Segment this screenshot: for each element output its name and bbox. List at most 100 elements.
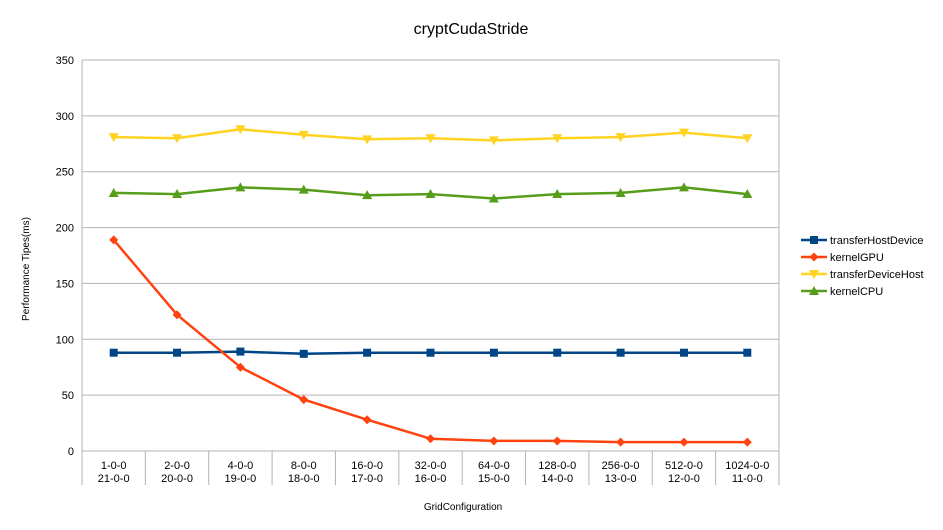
- data-point: [615, 187, 626, 197]
- legend-label: kernelGPU: [830, 252, 884, 264]
- data-point: [742, 189, 753, 199]
- x-axis-tick-labels: 1-0-021-0-0 2-0-020-0-0 4-0-019-0-0 8-0-018…: [98, 460, 770, 485]
- y-axis-tick-labels: 0 50 100 150 200 250 300 350: [56, 55, 74, 458]
- data-point: [489, 436, 499, 446]
- x-tick-label: 16-0-0: [351, 460, 383, 472]
- data-point: [552, 134, 563, 144]
- data-point: [426, 348, 435, 357]
- data-point: [743, 348, 752, 357]
- legend-label: kernelCPU: [830, 286, 883, 298]
- y-tick-label: 50: [62, 390, 74, 402]
- x-tick-label: 17-0-0: [351, 473, 383, 485]
- data-point: [172, 189, 183, 199]
- data-point: [426, 434, 435, 444]
- data-point: [363, 348, 372, 357]
- x-tick-label: 12-0-0: [668, 473, 700, 485]
- data-point: [488, 136, 499, 146]
- x-tick-label: 512-0-0: [665, 460, 703, 472]
- grid-lines: [81, 59, 780, 452]
- x-tick-label: 19-0-0: [225, 473, 257, 485]
- data-point: [362, 190, 373, 200]
- data-point: [809, 252, 819, 262]
- data-point: [679, 437, 689, 447]
- x-axis-ticks: [81, 451, 780, 485]
- data-point: [235, 182, 246, 192]
- data-point: [235, 362, 245, 372]
- data-point: [488, 193, 499, 203]
- x-tick-label: 16-0-0: [415, 473, 447, 485]
- y-tick-label: 100: [56, 334, 74, 346]
- data-point: [489, 348, 498, 357]
- x-axis-label: GridConfiguration: [424, 502, 502, 513]
- data-point: [172, 310, 182, 320]
- legend-item: kernelCPU: [801, 286, 883, 298]
- series-kernelGPU: [109, 235, 752, 447]
- data-point: [425, 189, 436, 199]
- series-kernelCPU: [108, 182, 753, 203]
- legend-label: transferDeviceHost: [830, 269, 924, 281]
- y-tick-label: 0: [68, 446, 74, 458]
- data-point: [298, 130, 309, 140]
- x-tick-label: 256-0-0: [602, 460, 640, 472]
- data-point: [108, 133, 119, 143]
- x-tick-label: 13-0-0: [605, 473, 637, 485]
- data-point: [236, 347, 245, 356]
- data-point: [742, 437, 752, 447]
- y-tick-label: 300: [56, 111, 74, 123]
- data-point: [553, 348, 562, 357]
- data-point: [109, 235, 119, 245]
- data-point: [810, 236, 818, 244]
- series-transferDeviceHost: [108, 125, 753, 146]
- data-point: [616, 348, 625, 357]
- y-tick-label: 250: [56, 167, 74, 179]
- y-tick-label: 200: [56, 223, 74, 235]
- y-tick-label: 150: [56, 278, 74, 290]
- data-point: [173, 348, 182, 357]
- x-tick-label: 15-0-0: [478, 473, 510, 485]
- chart-title: cryptCudaStride: [414, 21, 529, 38]
- x-tick-label: 14-0-0: [541, 473, 573, 485]
- legend: transferHostDevice kernelGPU transferDevic…: [801, 235, 924, 298]
- data-point: [362, 415, 372, 425]
- data-point: [425, 134, 436, 144]
- y-tick-label: 350: [56, 55, 74, 67]
- legend-item: kernelGPU: [801, 252, 884, 264]
- x-tick-label: 64-0-0: [478, 460, 510, 472]
- data-point: [616, 437, 626, 447]
- data-point: [362, 135, 373, 145]
- data-point: [298, 184, 309, 194]
- data-point: [615, 133, 626, 143]
- data-point: [552, 436, 562, 446]
- data-point: [742, 134, 753, 144]
- x-tick-label: 18-0-0: [288, 473, 320, 485]
- data-point: [299, 395, 309, 405]
- x-tick-label: 2-0-0: [164, 460, 190, 472]
- legend-item: transferHostDevice: [801, 235, 924, 247]
- series-transferHostDevice: [109, 347, 752, 358]
- series-line: [112, 239, 748, 444]
- data-point: [552, 189, 563, 199]
- data-point: [678, 182, 689, 192]
- x-tick-label: 8-0-0: [291, 460, 317, 472]
- y-axis-label: Performance Tipes(ms): [21, 217, 32, 321]
- x-tick-label: 4-0-0: [228, 460, 254, 472]
- data-point: [172, 134, 183, 144]
- legend-item: transferDeviceHost: [801, 269, 924, 281]
- x-tick-label: 21-0-0: [98, 473, 130, 485]
- data-point: [809, 270, 819, 279]
- data-point: [679, 348, 688, 357]
- x-tick-label: 1-0-0: [101, 460, 127, 472]
- data-point: [108, 187, 119, 197]
- data-point: [109, 348, 118, 357]
- x-tick-label: 1024-0-0: [725, 460, 769, 472]
- data-point: [235, 125, 246, 135]
- data-point: [809, 286, 819, 295]
- x-tick-label: 32-0-0: [415, 460, 447, 472]
- data-point: [299, 349, 308, 358]
- x-tick-label: 128-0-0: [538, 460, 576, 472]
- data-point: [678, 128, 689, 138]
- legend-label: transferHostDevice: [830, 235, 924, 247]
- x-tick-label: 11-0-0: [732, 473, 763, 485]
- series-layer: [108, 125, 753, 447]
